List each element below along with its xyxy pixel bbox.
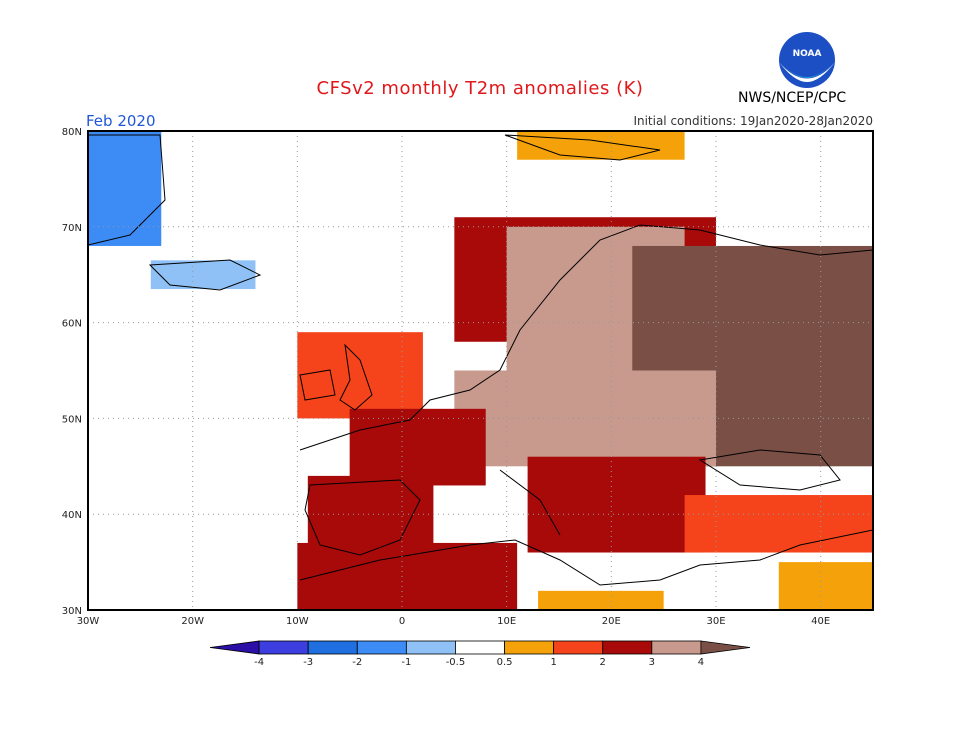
colorbar-swatch (700, 640, 751, 655)
colorbar-label: 1 (550, 657, 556, 668)
anomaly-region-13 (778, 562, 873, 610)
agency-name: NWS/NCEP/CPC (738, 90, 847, 106)
noaa-logo-text: NOAA (793, 49, 822, 59)
colorbar-swatch (209, 640, 260, 655)
colorbar-label: 3 (649, 657, 655, 668)
chart-title: CFSv2 monthly T2m anomalies (K) (316, 78, 644, 99)
colorbar: -4 -3 -2 -1 -0.5 0.5 1 2 3 4 (209, 640, 751, 668)
colorbar-swatch (651, 640, 702, 655)
coastlines (88, 134, 873, 586)
colorbar-label: 4 (698, 657, 704, 668)
anomaly-region-6 (454, 370, 716, 467)
noaa-logo: NOAA (779, 32, 835, 88)
anomaly-region-12 (684, 495, 873, 553)
lon-tick-label: 30E (706, 616, 725, 627)
colorbar-label: -1 (401, 657, 411, 668)
anomaly-region-11 (527, 456, 706, 553)
colorbar-label: -0.5 (446, 657, 466, 668)
lon-tick-label: 10E (497, 616, 516, 627)
colorbar-swatch (258, 640, 309, 655)
colorbar-label: 0.5 (497, 657, 513, 668)
colorbar-swatch (455, 640, 505, 655)
lon-tick-label: 10W (286, 616, 309, 627)
lon-tick-label: 20E (602, 616, 621, 627)
anomaly-region-2 (517, 131, 685, 160)
lon-tick-label: 0 (399, 616, 405, 627)
map-frame (87, 130, 874, 611)
colorbar-swatch (307, 640, 358, 655)
colorbar-swatch (602, 640, 653, 655)
lat-tick-label: 70N (62, 223, 82, 234)
lon-tick-label: 20W (181, 616, 204, 627)
lat-tick-label: 80N (62, 127, 82, 138)
colorbar-label: 2 (600, 657, 606, 668)
lat-tick-label: 60N (62, 319, 82, 330)
forecast-period: Feb 2020 (86, 112, 156, 130)
anomaly-region-10 (297, 542, 518, 610)
colorbar-swatch (504, 640, 555, 655)
colorbar-label: -3 (303, 657, 313, 668)
lon-tick-label: 40E (811, 616, 830, 627)
colorbar-label: -4 (254, 657, 264, 668)
anomaly-region-8 (349, 408, 486, 486)
lat-tick-label: 30N (62, 606, 82, 617)
lon-tick-label: 30W (77, 616, 100, 627)
anomaly-region-0 (88, 131, 162, 246)
colorbar-swatch (553, 640, 604, 655)
colorbar-swatch (356, 640, 407, 655)
anomaly-region-1 (150, 260, 256, 290)
anomaly-region-14 (538, 590, 664, 610)
colorbar-label: -2 (352, 657, 362, 668)
colorbar-swatch (405, 640, 456, 655)
axis-labels: 30W 20W 10W 0 10E 20E 30E 40E 80N 70N 60N 50N 40N 30N (62, 127, 830, 627)
initial-conditions-text: Initial conditions: 19Jan2020-28Jan2020 (633, 114, 873, 128)
lat-tick-label: 50N (62, 414, 82, 425)
lat-tick-label: 40N (62, 510, 82, 521)
anomaly-region-9 (307, 475, 434, 553)
